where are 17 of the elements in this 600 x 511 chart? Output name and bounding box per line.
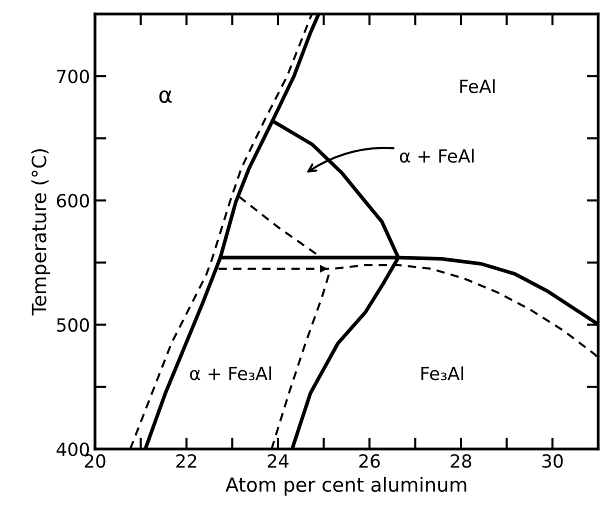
x-tick-label: 30 [542, 454, 563, 468]
x-tick-label: 26 [359, 454, 380, 468]
x-axis-title: Atom per cent aluminum [226, 476, 466, 496]
y-tick-label: 600 [56, 194, 89, 208]
annotation: α [159, 90, 172, 104]
x-tick-label: 22 [176, 454, 196, 468]
y-tick-label: 700 [57, 70, 89, 84]
annotation: α + FeAl [400, 148, 474, 163]
y-tick-label: 400 [56, 442, 89, 456]
y-tick-label: 500 [57, 318, 89, 332]
annotation: α + Fe₃Al [190, 366, 271, 380]
x-tick-label: 24 [268, 454, 288, 468]
x-tick-label: 28 [450, 454, 472, 468]
x-tick-label: 20 [84, 454, 106, 468]
y-axis-title: Temperature (°C) [31, 149, 50, 316]
annotation: Fe₃Al [421, 366, 464, 380]
annotation: FeAl [460, 79, 495, 94]
